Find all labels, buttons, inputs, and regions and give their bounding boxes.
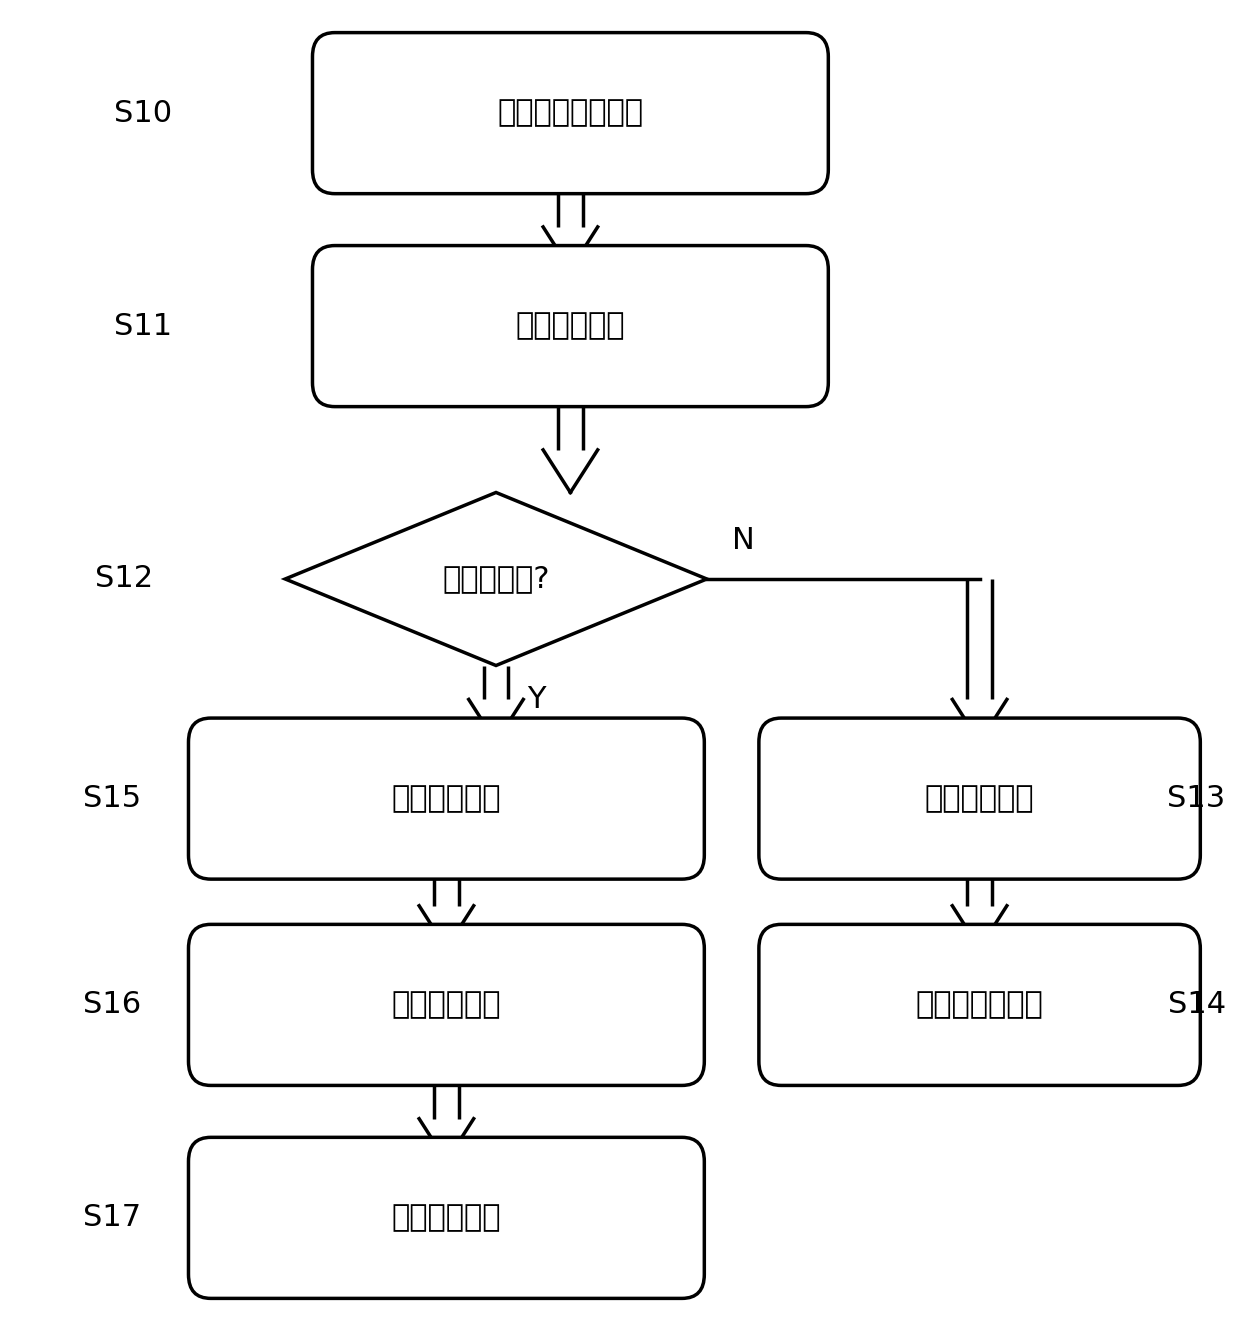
- Text: Y: Y: [527, 685, 546, 715]
- FancyBboxPatch shape: [312, 245, 828, 407]
- Text: S11: S11: [114, 311, 171, 341]
- Text: 按鈕被点击?: 按鈕被点击?: [443, 564, 549, 594]
- Polygon shape: [285, 492, 707, 666]
- Text: S13: S13: [1168, 784, 1225, 813]
- Text: S14: S14: [1168, 990, 1225, 1020]
- Text: 判断票据缺失: 判断票据缺失: [392, 784, 501, 813]
- FancyBboxPatch shape: [759, 924, 1200, 1086]
- Text: 绑定票据与凭证: 绑定票据与凭证: [915, 990, 1044, 1020]
- Text: S12: S12: [95, 564, 153, 594]
- FancyBboxPatch shape: [312, 32, 828, 193]
- FancyBboxPatch shape: [188, 924, 704, 1086]
- FancyBboxPatch shape: [188, 717, 704, 878]
- Text: 生成缺票记录: 生成缺票记录: [392, 1203, 501, 1233]
- Text: S15: S15: [83, 784, 140, 813]
- Text: 提供缺票按鈕: 提供缺票按鈕: [516, 311, 625, 341]
- FancyBboxPatch shape: [759, 717, 1200, 878]
- Text: 判断票据具备: 判断票据具备: [925, 784, 1034, 813]
- Text: N: N: [732, 526, 754, 555]
- Text: S16: S16: [83, 990, 140, 1020]
- Text: 接收凭证记录输入: 接收凭证记录输入: [497, 98, 644, 128]
- Text: S10: S10: [114, 98, 171, 128]
- Text: S17: S17: [83, 1203, 140, 1233]
- FancyBboxPatch shape: [188, 1137, 704, 1299]
- Text: 接收缺票登记: 接收缺票登记: [392, 990, 501, 1020]
